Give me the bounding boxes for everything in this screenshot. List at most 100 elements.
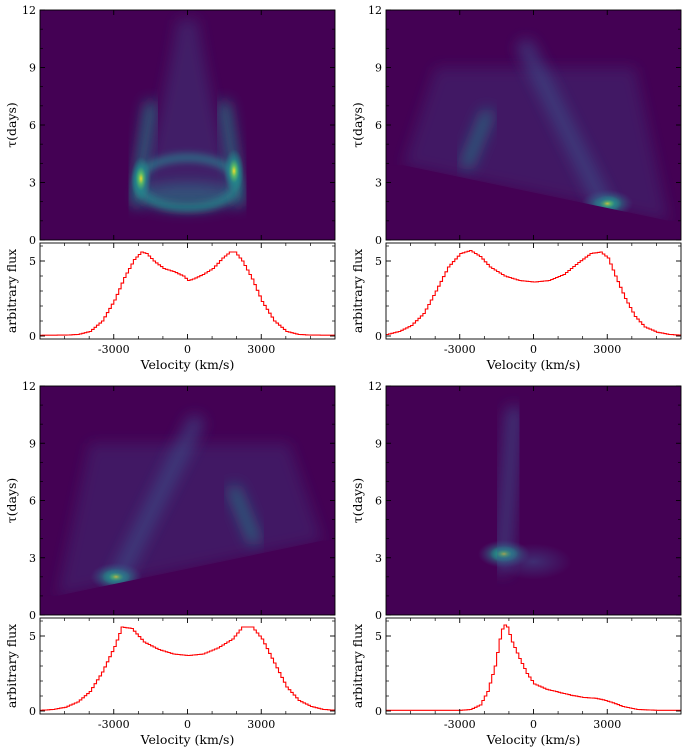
flux-data-point	[533, 683, 534, 684]
flux-data-point	[422, 313, 423, 314]
flux-data-point	[172, 271, 173, 272]
flux-xtick-label: 3000	[247, 343, 275, 356]
heatmap-ylabel: τ(days)	[4, 102, 19, 148]
heatmap-ytick-label: 0	[375, 609, 382, 622]
flux-data-point	[447, 266, 448, 267]
flux-data-point	[594, 698, 595, 699]
flux-data-point	[469, 250, 470, 251]
flux-data-point	[599, 251, 600, 252]
flux-data-point	[241, 260, 242, 261]
flux-data-point	[113, 299, 114, 300]
flux-data-point	[145, 253, 146, 254]
flux-data-point	[202, 274, 203, 275]
flux-data-point	[298, 334, 299, 335]
flux-data-point	[614, 275, 615, 276]
heatmap-ylabel: τ(days)	[350, 102, 365, 148]
heatmap-ytick-label: 6	[375, 119, 382, 132]
flux-data-point	[241, 626, 242, 627]
flux-data-point	[589, 253, 590, 254]
flux-data-point	[526, 673, 527, 674]
heatmap-streak	[493, 405, 523, 575]
flux-data-point	[123, 277, 124, 278]
flux-xtick-label: -3000	[444, 718, 476, 731]
flux-data-point	[656, 332, 657, 333]
flux-data-point	[187, 280, 188, 281]
flux-ytick-label: 0	[375, 705, 382, 718]
flux-data-point	[273, 320, 274, 321]
flux-data-point	[298, 700, 299, 701]
heatmap-streak	[109, 415, 204, 586]
flux-data-point	[621, 706, 622, 707]
heatmap-ylabel: τ(days)	[350, 478, 365, 524]
flux-data-point	[479, 704, 480, 705]
flux-data-point	[310, 335, 311, 336]
flux-ylabel: arbitrary flux	[350, 624, 365, 708]
heatmap-blob	[495, 543, 572, 580]
flux-data-point	[231, 638, 232, 639]
heatmap-plume	[140, 19, 235, 198]
flux-data-point	[479, 256, 480, 257]
flux-data-point	[410, 325, 411, 326]
flux-data-point	[607, 257, 608, 258]
flux-ytick-label: 0	[375, 330, 382, 343]
flux-data-point	[602, 699, 603, 700]
flux-ytick-label: 0	[29, 705, 36, 718]
flux-data-point	[89, 331, 90, 332]
flux-data-point	[162, 268, 163, 269]
flux-data-point	[216, 647, 217, 648]
flux-data-point	[634, 316, 635, 317]
heatmap-ytick-label: 12	[368, 4, 382, 17]
heatmap-ytick-label: 3	[29, 177, 36, 190]
flux-data-point	[221, 257, 222, 258]
flux-frame	[39, 617, 336, 715]
flux-data-point	[562, 274, 563, 275]
flux-data-point	[503, 275, 504, 276]
flux-data-point	[489, 266, 490, 267]
flux-xtick-label: -3000	[444, 343, 476, 356]
flux-xlabel: Velocity (km/s)	[486, 357, 581, 372]
flux-data-point	[498, 638, 499, 639]
flux-data-point	[518, 658, 519, 659]
flux-data-point	[582, 697, 583, 698]
heatmap-ylabel: τ(days)	[4, 478, 19, 524]
heatmap-ytick-label: 9	[29, 437, 36, 450]
flux-data-point	[101, 671, 102, 672]
heatmap-ytick-label: 0	[29, 609, 36, 622]
flux-ytick-label: 5	[375, 630, 382, 643]
heatmap-ytick-label: 3	[375, 177, 382, 190]
flux-data-point	[570, 695, 571, 696]
panel-bottom-left: 0 3 6 9 12 τ(days) 0 5 -3000 0 3000 Velocity (km/s)…	[4, 380, 336, 747]
flux-data-point	[157, 649, 158, 650]
heatmap-ytick-label: 3	[29, 552, 36, 565]
flux-xlabel: Velocity (km/s)	[486, 732, 581, 747]
heatmap-density	[130, 19, 245, 212]
flux-xtick-label: 0	[530, 343, 537, 356]
flux-data-point	[234, 251, 235, 252]
flux-profile-line	[386, 624, 681, 711]
flux-data-point	[548, 280, 549, 281]
flux-data-point	[511, 641, 512, 642]
flux-ytick-label: 5	[29, 255, 36, 268]
panel-top-left: 0 3 6 9 12 τ(days) 0 5 -3000 0 3000 Velocity (km/s)…	[4, 4, 336, 372]
flux-ytick-label: 5	[375, 255, 382, 268]
flux-data-point	[140, 251, 141, 252]
flux-data-point	[577, 262, 578, 263]
heatmap-streak	[517, 39, 612, 211]
heatmap-arm	[461, 109, 493, 170]
flux-data-point	[76, 701, 77, 702]
flux-data-point	[557, 692, 558, 693]
flux-data-point	[251, 626, 252, 627]
flux-xtick-label: 3000	[593, 718, 621, 731]
heatmap-ytick-label: 0	[29, 234, 36, 247]
flux-data-point	[130, 628, 131, 629]
heatmap-ytick-label: 6	[375, 495, 382, 508]
heatmap-density	[478, 405, 572, 580]
flux-data-point	[668, 334, 669, 335]
flux-data-point	[469, 709, 470, 710]
flux-xtick-label: 3000	[593, 343, 621, 356]
panel-bottom-right: 0 3 6 9 12 τ(days) 0 5 -3000 0 3000 Velocity (km/s)…	[350, 380, 682, 747]
flux-xtick-label: -3000	[98, 343, 130, 356]
flux-data-point	[644, 326, 645, 327]
flux-data-point	[285, 331, 286, 332]
